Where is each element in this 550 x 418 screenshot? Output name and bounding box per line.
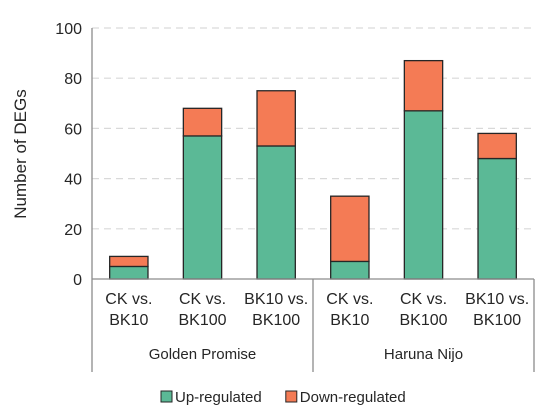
bar-segment-down-regulated-6 [477,132,517,160]
gridlines [92,27,534,230]
bar-segment-up-regulated-4 [330,260,370,280]
x-tick-label-line1: CK vs. [400,291,447,308]
legend-label: Down-regulated [300,389,406,406]
bar-segment-up-regulated-2 [182,135,223,280]
y-tick-label: 60 [64,121,82,138]
bar-segment-up-regulated-1 [109,265,149,280]
x-tick-label-line2: BK100 [399,312,447,329]
axes: 0 20 40 60 80 100 CK vs. BK10 CK vs. BK100 BK10 vs… [55,21,535,372]
bar-segment-down-regulated-2 [182,107,223,137]
bar-segment-down-regulated-3 [256,90,296,147]
x-tick-label-line2: BK100 [252,312,300,329]
bar-segment-down-regulated-5 [403,59,444,112]
bar-segment-up-regulated-5 [403,110,444,280]
y-tick-label: 20 [64,222,82,239]
x-tick-label-line1: BK10 vs. [465,291,529,308]
y-tick-label: 0 [73,272,82,289]
x-tick-label-line2: BK100 [178,312,226,329]
group-label: Haruna Nijo [384,346,463,363]
bar-segment-up-regulated-6 [477,157,517,280]
x-tick-label-line1: CK vs. [326,291,373,308]
x-tick-label-line1: CK vs. [105,291,152,308]
x-tick-label-line1: BK10 vs. [244,291,308,308]
y-axis-label: Number of DEGs [11,89,30,218]
legend-swatch [285,390,298,403]
bar-segment-up-regulated-3 [256,145,296,280]
group-label: Golden Promise [149,346,257,363]
bar-segment-down-regulated-1 [109,255,149,268]
bars [109,59,517,280]
x-tick-label-line2: BK100 [473,312,521,329]
bar-segment-down-regulated-4 [330,195,370,263]
y-tick-label: 40 [64,172,82,189]
legend: Up-regulated Down-regulated [160,389,406,406]
y-tick-label: 100 [55,21,82,38]
x-tick-label-line1: CK vs. [179,291,226,308]
x-tick-label-line2: BK10 [109,312,148,329]
y-tick-label: 80 [64,71,82,88]
legend-label: Up-regulated [175,389,262,406]
x-tick-label-line2: BK10 [330,312,369,329]
legend-swatch [160,390,173,403]
